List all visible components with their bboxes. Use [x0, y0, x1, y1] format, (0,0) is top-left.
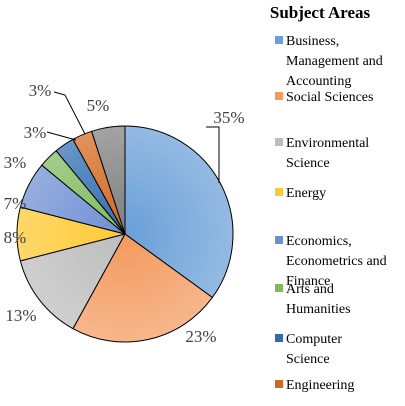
pie-slice-social-sciences: [72, 233, 214, 343]
leader-line: [53, 91, 86, 135]
legend-item: Environmental Science: [275, 136, 369, 171]
legend-label: Economics, Econometrics and Finance: [286, 234, 387, 289]
leader-line: [206, 126, 220, 183]
legend-swatch: [275, 92, 283, 100]
leader-line: [46, 131, 77, 141]
legend-swatch: [275, 36, 283, 44]
legend-swatch: [275, 138, 283, 146]
legend-label: Business, Management and Accounting: [286, 34, 383, 89]
value-label: 3%: [29, 81, 52, 100]
value-label: 23%: [185, 327, 216, 346]
legend-swatch: [275, 380, 283, 388]
legend-title: Subject Areas: [270, 3, 371, 22]
legend-label: Environmental Science: [286, 136, 369, 171]
legend-item: Computer Science: [275, 332, 342, 367]
pie-slice-business-management-and-accounting: [124, 125, 234, 299]
legend-item: Energy: [275, 186, 326, 201]
legend-item: Engineering: [275, 378, 354, 393]
value-label: 13%: [5, 306, 36, 325]
value-label: 35%: [213, 108, 244, 127]
legend-item: Social Sciences: [275, 90, 373, 105]
value-label: 7%: [4, 194, 27, 213]
legend-item: Business, Management and Accounting: [275, 34, 383, 89]
legend-item: Economics, Econometrics and Finance: [275, 234, 387, 289]
legend-label: Computer Science: [286, 332, 342, 367]
legend-item: Arts and Humanities: [275, 282, 351, 317]
legend-label: Energy: [286, 186, 326, 201]
value-label: 3%: [4, 153, 27, 172]
pie-slice-other: [90, 125, 126, 235]
legend-label: Social Sciences: [286, 90, 373, 105]
legend-swatch: [275, 284, 283, 292]
value-label: 5%: [87, 96, 110, 115]
legend-swatch: [275, 334, 283, 342]
legend-swatch: [275, 236, 283, 244]
legend-swatch: [275, 188, 283, 196]
pie-slice-environmental-science: [19, 233, 126, 330]
value-label: 3%: [24, 123, 47, 142]
value-label: 8%: [4, 228, 27, 247]
legend-label: Engineering: [286, 378, 354, 393]
legend-label: Arts and Humanities: [286, 282, 351, 317]
